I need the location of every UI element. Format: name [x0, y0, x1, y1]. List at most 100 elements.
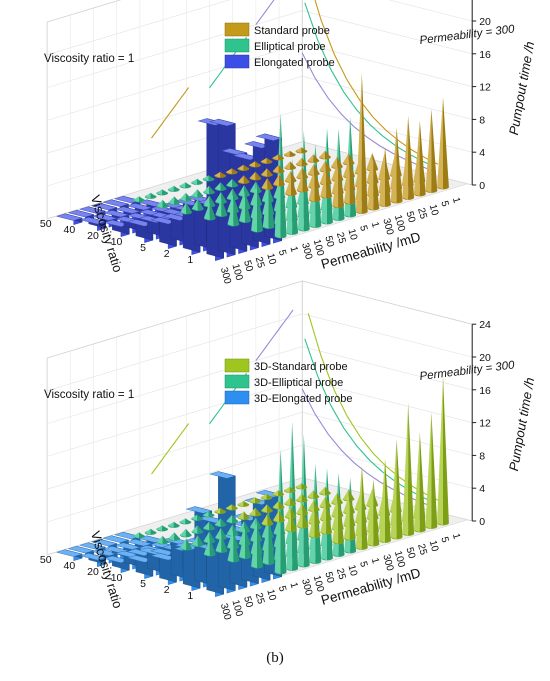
cone-right — [443, 97, 449, 190]
cone-right — [290, 497, 297, 506]
cone-left — [144, 192, 151, 199]
cone-right — [232, 524, 239, 537]
cone-left — [295, 493, 302, 503]
cone-right — [291, 177, 297, 196]
cone-left — [238, 184, 245, 197]
cone-right — [197, 189, 204, 198]
cone-right — [243, 500, 250, 507]
cone-left — [144, 528, 151, 535]
legend: 3D-Standard probe 3D-Elliptical probe 3D-E… — [224, 358, 352, 405]
cone-left — [296, 167, 303, 180]
cone-right — [243, 175, 250, 184]
cone-left — [285, 513, 291, 532]
cone-left — [379, 458, 385, 543]
z-tick-label: 24 — [479, 319, 491, 331]
permeability-tick-label: 10 — [264, 588, 278, 602]
viscosity-tick-label: 1 — [187, 254, 193, 266]
cone-left — [203, 531, 210, 544]
cone-left — [295, 157, 302, 167]
cone-right — [209, 521, 215, 531]
cone-right — [289, 486, 296, 493]
cone-right — [221, 198, 228, 217]
cone-left — [331, 156, 337, 169]
permeability-tick-label: 5 — [357, 224, 369, 233]
bar-top — [90, 538, 118, 547]
permeability-tick-label: 300 — [218, 602, 233, 621]
cone-left — [156, 189, 163, 196]
cone-left — [260, 493, 267, 500]
cone-right — [233, 535, 240, 563]
z-tick-label: 4 — [479, 147, 485, 159]
viscosity-tick-label: 20 — [87, 230, 99, 242]
cone-right — [290, 170, 297, 183]
cone-left — [367, 159, 374, 211]
cone-right — [431, 412, 438, 529]
cone-right — [326, 507, 333, 535]
permeability-tick-label: 100 — [311, 238, 326, 257]
cone-right — [302, 167, 309, 180]
cone-left — [413, 431, 420, 533]
cone-left — [203, 195, 210, 208]
cone-left — [238, 520, 245, 533]
cone-right — [302, 173, 309, 193]
permeability-tick-label: 50 — [322, 235, 336, 249]
cone-left — [202, 175, 209, 182]
cone-right — [197, 525, 204, 534]
permeability-tick-label: 10 — [264, 252, 278, 266]
cone-right — [220, 518, 227, 527]
z-tick-label: 0 — [479, 516, 485, 528]
cone-right — [338, 500, 345, 544]
z-axis-label: Pumpout time /h — [506, 376, 537, 472]
cone-left — [226, 188, 233, 201]
cone-left — [249, 171, 256, 181]
cone-left — [179, 518, 186, 525]
permeability-tick-label: 5 — [276, 585, 288, 594]
cone-right — [408, 402, 415, 536]
cone-right — [267, 168, 273, 177]
cone-right — [244, 520, 251, 533]
cone-right — [255, 171, 262, 181]
cone-right — [174, 532, 181, 541]
cone-left — [355, 72, 362, 214]
permeability-tick-label: 300 — [380, 217, 395, 236]
bar-top — [209, 118, 237, 127]
viscosity-tick-label: 5 — [140, 242, 146, 254]
cone-left — [214, 171, 221, 178]
cone-left — [215, 191, 221, 204]
legend-label: 3D-Standard probe — [254, 361, 348, 373]
z-tick-label: 20 — [479, 16, 491, 28]
cone-left — [319, 486, 325, 496]
cone-left — [390, 438, 397, 540]
cone-left — [191, 534, 198, 547]
cone-right — [313, 499, 320, 512]
cone-right — [173, 185, 180, 192]
bar-top — [55, 549, 83, 557]
cone-left — [180, 538, 187, 551]
cone-right — [267, 513, 274, 526]
cone-right — [244, 184, 251, 197]
cone-right — [325, 486, 331, 496]
cone-left — [342, 153, 349, 166]
viscosity-tick-label: 10 — [111, 236, 123, 248]
cone-left — [402, 115, 409, 200]
cone-right — [289, 150, 296, 157]
z-tick-label: 16 — [479, 385, 491, 397]
cone-left — [261, 177, 268, 190]
cone-right — [419, 120, 426, 197]
viscosity-tick-label: 1 — [187, 590, 193, 602]
cone-left — [261, 504, 267, 513]
cone-right — [220, 171, 227, 178]
cone-left — [272, 490, 279, 497]
permeability-tick-label: 50 — [322, 571, 336, 585]
cone-left — [286, 421, 293, 571]
cone-right — [186, 202, 193, 215]
cone-left — [227, 199, 234, 227]
cone-left — [425, 108, 432, 193]
cone-left — [133, 196, 139, 203]
cone-right — [292, 421, 299, 571]
cone-right — [349, 169, 356, 205]
cone-left — [342, 489, 349, 502]
permeability-tick-label: 10 — [346, 564, 360, 578]
legend-swatch — [224, 38, 250, 53]
cone-right — [301, 157, 308, 167]
